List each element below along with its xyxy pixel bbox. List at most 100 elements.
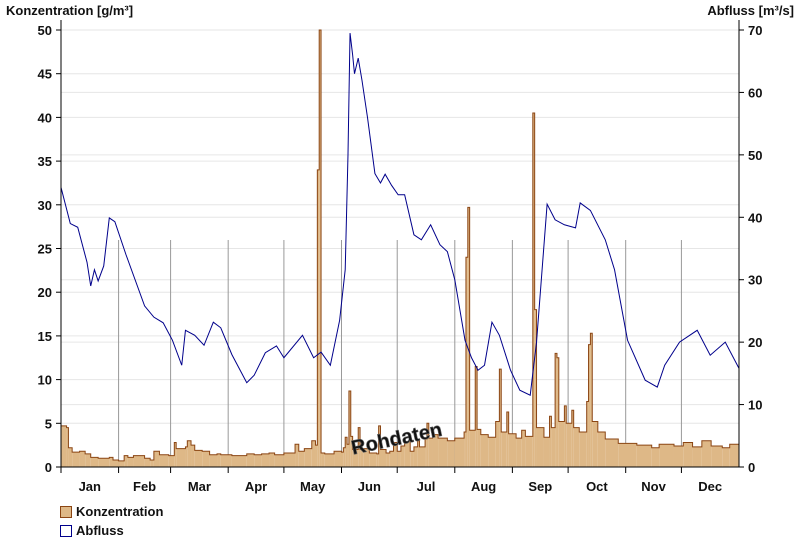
konzentration-bar [636, 445, 652, 467]
konzentration-bar [597, 432, 606, 467]
konzentration-bar [124, 455, 128, 467]
legend-item-konzentration: Konzentration [60, 504, 163, 519]
left-tick-label: 5 [45, 416, 52, 431]
legend-label: Konzentration [76, 504, 164, 519]
konzentration-bar [386, 453, 390, 467]
left-tick-label: 45 [38, 67, 52, 82]
konzentration-bar [477, 429, 481, 467]
konzentration-bar [150, 460, 154, 467]
konzentration-bar [673, 446, 684, 467]
konzentration-bar [269, 453, 275, 467]
konzentration-bar [315, 445, 318, 467]
left-tick-label: 10 [38, 373, 52, 388]
konzentration-bar [347, 444, 349, 467]
konzentration-bar [376, 453, 379, 467]
konzentration-bar [516, 438, 522, 467]
konzentration-bar [683, 442, 693, 467]
konzentration-bar [191, 445, 195, 467]
konzentration-bar [428, 438, 433, 467]
konzentration-bar [404, 441, 411, 467]
left-axis-title: Konzentration [g/m³] [6, 3, 133, 18]
konzentration-bar [588, 344, 591, 467]
konzentration-bar [79, 451, 86, 467]
konzentration-bar [536, 427, 544, 467]
konzentration-bar [127, 457, 134, 467]
konzentration-bar [400, 446, 405, 467]
left-tick-label: 25 [38, 242, 52, 257]
konzentration-bar [729, 444, 739, 467]
konzentration-bar [508, 433, 517, 467]
konzentration-bar [465, 257, 468, 467]
konzentration-bar [350, 436, 353, 467]
konzentration-bar [410, 451, 414, 467]
konzentration-bar [722, 447, 730, 467]
konzentration-bar [311, 440, 316, 467]
konzentration-bar [90, 457, 99, 467]
month-label: Aug [471, 479, 496, 494]
konzentration-bar [467, 207, 470, 467]
legend-item-abfluss: Abfluss [60, 523, 124, 538]
left-tick-label: 20 [38, 285, 52, 300]
month-label: May [300, 479, 326, 494]
legend-label: Abfluss [76, 523, 124, 538]
left-tick-label: 40 [38, 110, 52, 125]
konzentration-bar [380, 449, 387, 467]
konzentration-bar [464, 432, 466, 467]
konzentration-bar [345, 437, 348, 467]
konzentration-bar [480, 434, 489, 467]
konzentration-bar [501, 432, 507, 467]
left-tick-label: 50 [38, 23, 52, 38]
konzentration-bar [109, 457, 114, 467]
konzentration-bar [564, 405, 567, 467]
right-tick-label: 30 [748, 273, 762, 288]
konzentration-bar [397, 451, 401, 467]
month-label: Dec [698, 479, 722, 494]
konzentration-bar [426, 423, 429, 467]
konzentration-bar [417, 440, 420, 467]
konzentration-bar [319, 30, 322, 467]
left-tick-label: 30 [38, 198, 52, 213]
konzentration-bar [187, 440, 192, 467]
konzentration-bar [438, 438, 448, 467]
month-label: Jul [417, 479, 436, 494]
konzentration-bar [358, 427, 361, 467]
konzentration-bar [592, 421, 598, 467]
konzentration-bar [254, 454, 262, 467]
konzentration-bar [566, 423, 572, 467]
konzentration-bar [393, 442, 398, 467]
konzentration-bar [217, 453, 221, 467]
month-label: Nov [641, 479, 666, 494]
konzentration-bar [586, 401, 589, 467]
konzentration-bar [231, 455, 247, 467]
konzentration-bar [61, 425, 67, 467]
abfluss-line [60, 33, 740, 396]
konzentration-bar [220, 454, 232, 467]
right-tick-label: 70 [748, 23, 762, 38]
left-tick-label: 0 [45, 460, 52, 475]
month-label: Oct [586, 479, 608, 494]
konzentration-bar [246, 453, 255, 467]
konzentration-bar [153, 451, 160, 467]
konzentration-bar [343, 447, 346, 467]
month-label: Jan [79, 479, 101, 494]
konzentration-bar [202, 451, 210, 467]
konzentration-bar [488, 437, 496, 467]
konzentration-bar [534, 309, 537, 467]
konzentration-bar [447, 440, 455, 467]
konzentration-bar [692, 446, 702, 467]
konzentration-bar [68, 447, 73, 467]
konzentration-bar [543, 437, 550, 467]
konzentration-bar [72, 452, 80, 467]
month-label: Jun [358, 479, 381, 494]
konzentration-bar [369, 453, 377, 467]
konzentration-bar [499, 369, 502, 467]
konzentration-bar [555, 353, 557, 467]
konzentration-bar [419, 446, 426, 467]
konzentration-bar [618, 443, 637, 467]
konzentration-bar [659, 444, 674, 467]
month-label: Feb [133, 479, 156, 494]
konzentration-bar [298, 451, 305, 467]
konzentration-outline [60, 29, 739, 467]
konzentration-bar [605, 439, 619, 467]
